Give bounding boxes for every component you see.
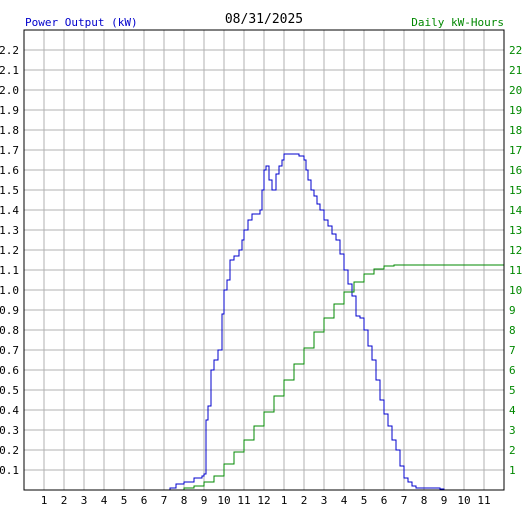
right-tick-label: 13 [509, 224, 522, 237]
right-tick-label: 10 [509, 284, 522, 297]
right-tick-label: 11 [509, 264, 522, 277]
left-tick-label: 0.7 [0, 344, 19, 357]
x-axis-ticks: 1 2 3 4 5 6 7 8 9 10 11 12 1 2 3 4 5 6 7 8 9 10 11 [41, 494, 491, 507]
left-tick-label: 0.1 [0, 464, 19, 477]
left-axis-ticks: 0.1 0.2 0.3 0.4 0.5 0.6 0.7 0.8 0.9 1.0 1.1 1.2 1.3 1… [0, 44, 19, 477]
right-tick-label: 15 [509, 184, 522, 197]
right-tick-label: 7 [509, 344, 516, 357]
left-tick-label: 0.4 [0, 404, 19, 417]
right-tick-label: 16 [509, 164, 522, 177]
series-lines [24, 153, 504, 491]
x-tick-label: 1 [41, 494, 48, 507]
right-tick-label: 1 [509, 464, 516, 477]
left-tick-label: 2.2 [0, 44, 19, 57]
right-tick-label: 18 [509, 124, 522, 137]
right-tick-label: 4 [509, 404, 516, 417]
right-tick-label: 14 [509, 204, 523, 217]
x-tick-label: 1 [281, 494, 288, 507]
left-tick-label: 0.3 [0, 424, 19, 437]
right-tick-label: 21 [509, 64, 522, 77]
left-tick-label: 1.1 [0, 264, 19, 277]
left-tick-label: 0.2 [0, 444, 19, 457]
x-tick-label: 11 [237, 494, 250, 507]
x-tick-label: 3 [81, 494, 88, 507]
left-tick-label: 1.2 [0, 244, 19, 257]
left-tick-label: 1.9 [0, 104, 19, 117]
right-tick-label: 19 [509, 104, 522, 117]
x-tick-label: 4 [101, 494, 108, 507]
x-tick-label: 10 [217, 494, 230, 507]
left-tick-label: 1.0 [0, 284, 19, 297]
left-tick-label: 1.6 [0, 164, 19, 177]
left-axis-label: Power Output (kW) [25, 16, 138, 29]
power-output-line [24, 153, 504, 491]
x-tick-label: 8 [421, 494, 428, 507]
left-tick-label: 2.0 [0, 84, 19, 97]
left-tick-label: 0.9 [0, 304, 19, 317]
chart-title: 08/31/2025 [225, 12, 303, 27]
x-tick-label: 6 [381, 494, 388, 507]
right-tick-label: 3 [509, 424, 516, 437]
daily-kwh-line [24, 264, 504, 491]
plot-frame [23, 29, 505, 491]
right-tick-label: 6 [509, 364, 516, 377]
left-tick-label: 0.8 [0, 324, 19, 337]
right-tick-label: 22 [509, 44, 522, 57]
right-tick-label: 2 [509, 444, 516, 457]
x-tick-label: 12 [257, 494, 270, 507]
right-tick-label: 8 [509, 324, 516, 337]
x-tick-label: 10 [457, 494, 470, 507]
x-tick-label: 7 [161, 494, 168, 507]
right-tick-label: 20 [509, 84, 522, 97]
x-tick-label: 4 [341, 494, 348, 507]
left-tick-label: 1.8 [0, 124, 19, 137]
x-tick-label: 2 [61, 494, 68, 507]
left-tick-label: 1.3 [0, 224, 19, 237]
x-tick-label: 9 [201, 494, 208, 507]
left-tick-label: 2.1 [0, 64, 19, 77]
left-tick-label: 1.7 [0, 144, 19, 157]
right-tick-label: 5 [509, 384, 516, 397]
grid-lines [24, 30, 504, 490]
right-axis-label: Daily kW-Hours [411, 16, 504, 29]
x-tick-label: 3 [321, 494, 328, 507]
left-tick-label: 0.6 [0, 364, 19, 377]
right-tick-label: 17 [509, 144, 522, 157]
right-tick-label: 9 [509, 304, 516, 317]
x-tick-label: 5 [121, 494, 128, 507]
x-tick-label: 2 [301, 494, 308, 507]
x-tick-label: 5 [361, 494, 368, 507]
left-tick-label: 0.5 [0, 384, 19, 397]
left-tick-label: 1.5 [0, 184, 19, 197]
left-tick-label: 1.4 [0, 204, 19, 217]
x-tick-label: 11 [477, 494, 490, 507]
x-tick-label: 6 [141, 494, 148, 507]
x-tick-label: 8 [181, 494, 188, 507]
x-tick-label: 7 [401, 494, 408, 507]
right-tick-label: 12 [509, 244, 522, 257]
x-tick-label: 9 [441, 494, 448, 507]
